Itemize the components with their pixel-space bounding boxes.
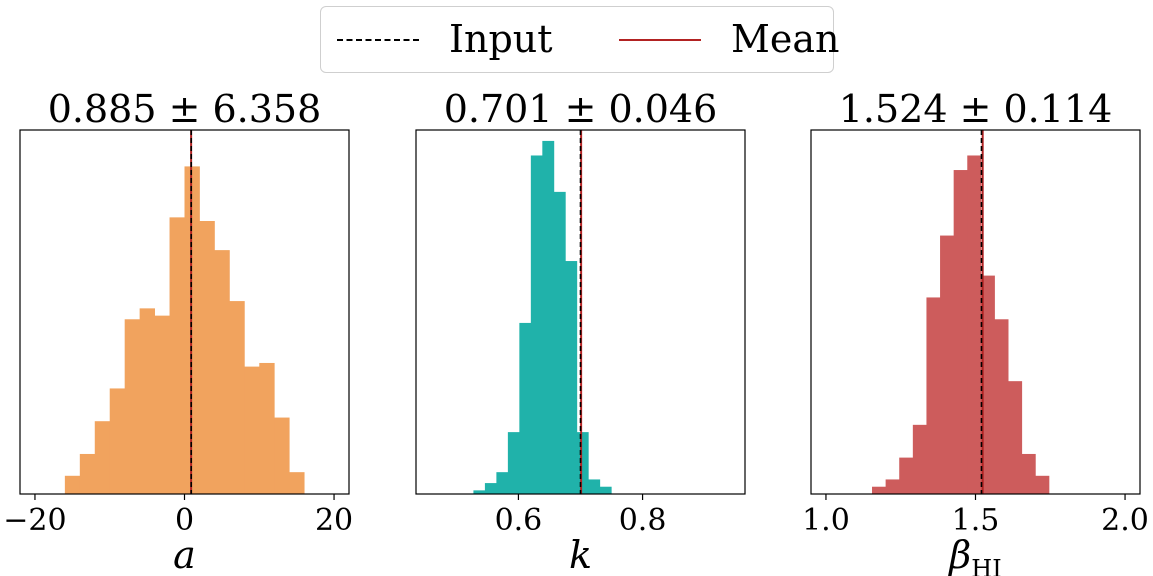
legend: Input Mean (320, 6, 840, 73)
histogram-bar (124, 319, 141, 494)
x-tick-label: 0.6 (495, 503, 543, 538)
x-tick-label: 1.5 (952, 503, 1000, 538)
histogram-bar (872, 486, 887, 494)
histogram-bar (953, 170, 968, 495)
histogram-bar (184, 166, 200, 494)
histogram-bar (94, 421, 111, 494)
legend-mean-label: Mean (731, 17, 840, 61)
histogram-bar (553, 191, 566, 494)
x-axis-label: a (173, 533, 196, 576)
histogram-bar (154, 315, 170, 494)
histogram-bar (496, 472, 509, 494)
histogram-bar (259, 362, 275, 494)
histogram-bar (926, 297, 941, 494)
histogram-bar (599, 486, 612, 494)
histogram-bar (473, 490, 486, 494)
histogram-bar (214, 250, 230, 494)
histogram-bar (967, 155, 982, 495)
panel-1: −20 0 20 0.885 ± 6.358 a (3, 87, 353, 576)
histogram-bar (139, 308, 155, 494)
histogram-bar (565, 261, 578, 494)
x-tick-label: 2.0 (1101, 503, 1149, 538)
axes-frame (415, 129, 746, 495)
panel-3: 1.0 1.5 2.0 1.524 ± 0.114 βHI (802, 87, 1149, 576)
histogram-bar (542, 140, 555, 495)
histogram-bar (199, 221, 215, 494)
histogram-bar (229, 301, 245, 494)
legend-input-label: Input (449, 17, 553, 61)
x-axis-label: k (569, 533, 592, 576)
histogram-bar (1021, 453, 1036, 494)
histogram-bar (169, 217, 185, 495)
x-tick-label: 1.0 (802, 503, 850, 538)
histogram-bar (244, 366, 260, 494)
histogram-bar (507, 432, 520, 494)
histogram-bar (274, 417, 290, 494)
x-tick-label: −20 (3, 503, 66, 538)
panel-title: 1.524 ± 0.114 (839, 87, 1113, 131)
histogram-bar (1035, 475, 1050, 494)
histogram-bar (289, 472, 305, 494)
histogram-bar (64, 475, 81, 494)
histogram-bar (940, 235, 955, 494)
histogram-bar (994, 319, 1009, 494)
x-tick-label: 0.8 (619, 503, 667, 538)
panel-2: 0.6 0.8 0.701 ± 0.046 k (415, 87, 746, 576)
panel-title: 0.885 ± 6.358 (48, 87, 322, 131)
histogram-bar (588, 479, 601, 494)
histogram-bar (1008, 381, 1023, 494)
x-axis-label: βHI (947, 533, 1001, 576)
histogram-bar (519, 322, 532, 494)
histogram-bar (484, 483, 497, 494)
legend-mean-line (619, 39, 701, 41)
x-tick-label: 0 (175, 503, 194, 538)
legend-input-line (337, 39, 419, 41)
histogram-bar (530, 155, 543, 495)
histogram-bar (79, 453, 96, 494)
histogram-bar (576, 432, 589, 494)
histogram-bar (980, 275, 995, 494)
x-tick-label: 20 (315, 503, 353, 538)
histogram-bar (912, 424, 927, 494)
panel-title: 0.701 ± 0.046 (444, 87, 718, 131)
histogram-bar (899, 457, 914, 494)
histogram-bar (885, 479, 900, 494)
histogram-bar (109, 388, 126, 494)
